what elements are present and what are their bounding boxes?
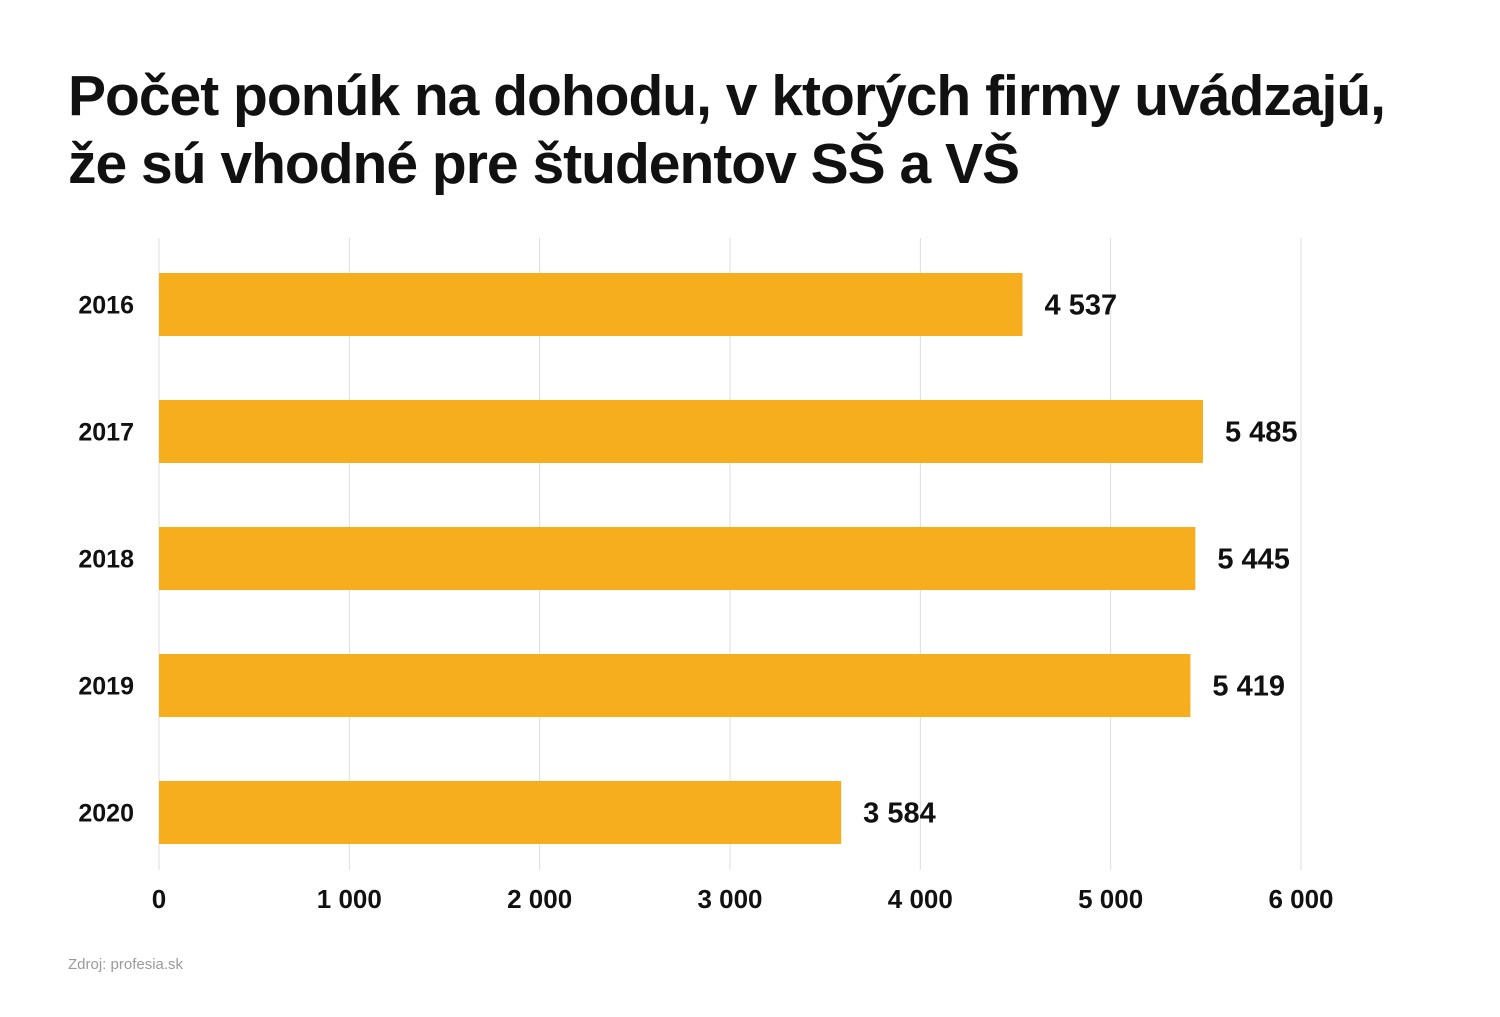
source-note: Zdroj: profesia.sk bbox=[68, 956, 184, 973]
x-tick-label: 5 000 bbox=[1078, 884, 1143, 914]
bars bbox=[159, 273, 1203, 844]
bar-2017 bbox=[159, 400, 1203, 463]
category-label: 2017 bbox=[78, 419, 134, 447]
category-label: 2018 bbox=[78, 546, 134, 574]
value-label: 5 445 bbox=[1217, 544, 1290, 576]
category-label: 2020 bbox=[78, 800, 134, 828]
bar-2016 bbox=[159, 273, 1023, 336]
value-label: 4 537 bbox=[1045, 290, 1118, 322]
value-label: 5 485 bbox=[1225, 417, 1298, 449]
x-tick-label: 6 000 bbox=[1268, 884, 1333, 914]
x-tick-label: 2 000 bbox=[507, 884, 572, 914]
value-label: 3 584 bbox=[863, 798, 936, 830]
labels: 0 1 000 2 000 3 000 4 000 5 000 6 000 2016 4 537… bbox=[78, 290, 1333, 915]
category-label: 2016 bbox=[78, 292, 134, 320]
chart-title-line-2: že sú vhodné pre študentov SŠ a VŠ bbox=[68, 132, 1020, 196]
bar-2019 bbox=[159, 654, 1191, 717]
bar-2020 bbox=[159, 781, 842, 844]
x-tick-label: 4 000 bbox=[888, 884, 953, 914]
x-tick-label: 1 000 bbox=[317, 884, 382, 914]
chart-title: Počet ponúk na dohodu, v ktorých firmy u… bbox=[68, 62, 1468, 198]
value-label: 5 419 bbox=[1212, 671, 1285, 703]
bar-2018 bbox=[159, 527, 1196, 590]
x-tick-label: 3 000 bbox=[697, 884, 762, 914]
x-tick-label: 0 bbox=[152, 884, 166, 914]
chart-title-line-1: Počet ponúk na dohodu, v ktorých firmy u… bbox=[68, 64, 1386, 128]
category-label: 2019 bbox=[78, 673, 134, 701]
